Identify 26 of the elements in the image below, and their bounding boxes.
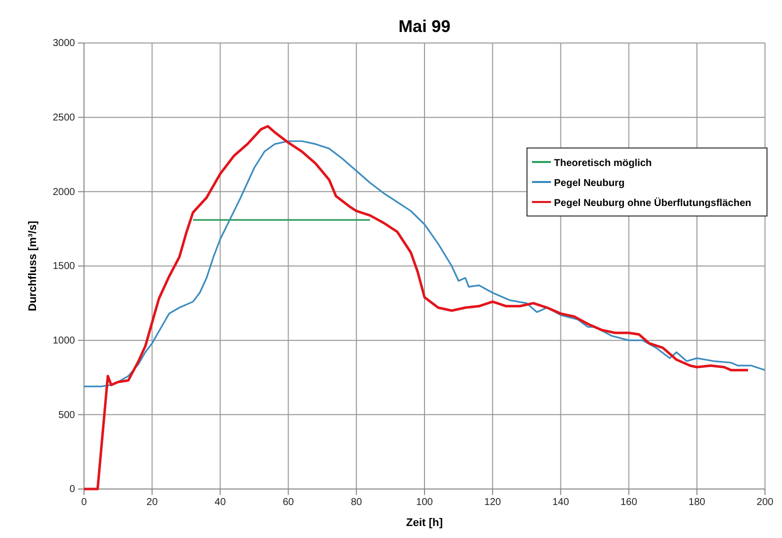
x-tick-label: 60 xyxy=(282,497,294,508)
y-axis-title: Durchfluss [m³/s] xyxy=(27,220,39,312)
y-tick-label: 2500 xyxy=(52,112,76,124)
x-tick-label: 120 xyxy=(484,497,502,508)
legend-label: Theoretisch möglich xyxy=(554,158,652,169)
y-tick-label: 3000 xyxy=(52,38,76,50)
x-tick-label: 140 xyxy=(552,497,570,508)
line-series xyxy=(82,125,750,490)
y-tick-label: 0 xyxy=(69,484,76,496)
legend-label: Pegel Neuburg ohne Überflutungsflächen xyxy=(554,197,752,209)
chart-title: Mai 99 xyxy=(398,17,450,36)
x-tick-label: 20 xyxy=(146,497,158,508)
x-tick-label: 80 xyxy=(350,497,362,508)
x-tick-label: 160 xyxy=(620,497,638,508)
x-tick-label: 40 xyxy=(214,497,226,508)
legend-label: Pegel Neuburg xyxy=(554,178,625,189)
x-tick-label: 100 xyxy=(416,497,434,508)
y-tick-label: 2000 xyxy=(52,186,76,198)
x-axis-title: Zeit [h] xyxy=(406,517,444,529)
x-tick-label: 180 xyxy=(688,497,706,508)
y-tick-label: 1500 xyxy=(52,261,76,272)
x-tick-label: 200 xyxy=(756,497,774,508)
line-series xyxy=(83,140,766,388)
y-tick-label: 1000 xyxy=(52,336,76,347)
y-tick-label: 500 xyxy=(58,410,76,421)
x-tick-label: 0 xyxy=(81,497,88,508)
